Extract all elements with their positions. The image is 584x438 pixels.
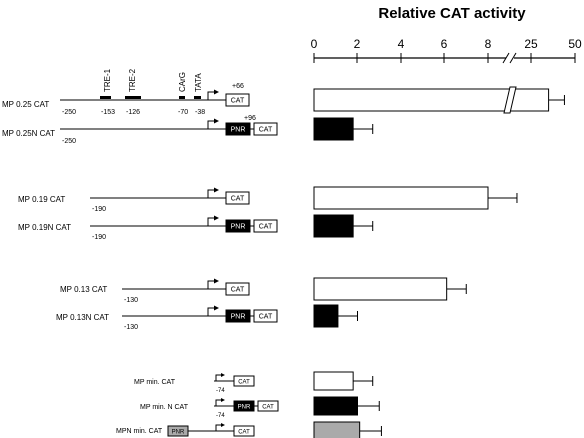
construct-mp013: MP 0.13 CAT -130 CAT: [60, 278, 250, 304]
construct-mp025n: MP 0.25N CAT -250 +96 PNR CAT: [2, 115, 278, 145]
bar-mp013: [313, 277, 448, 301]
chart-title: Relative CAT activity: [378, 5, 526, 22]
error-bar-mp025n: [353, 124, 374, 134]
cat-box-label: CAT: [238, 430, 250, 436]
construct-mp-min: MP min. CAT -74 CAT: [134, 373, 255, 394]
tss-arrow-icon: [207, 91, 215, 100]
error-bar-mp013n: [337, 311, 358, 321]
cat-box-label: CAT: [262, 405, 274, 411]
pnr-box-label: PNR: [231, 314, 246, 321]
tss-arrow-icon: [215, 399, 222, 406]
tre2-label: TRE-2: [128, 68, 137, 92]
pnr-box-label: PNR: [231, 224, 246, 231]
tss-arrow-icon: [207, 307, 215, 316]
construct-name: MP 0.13 CAT: [60, 285, 107, 294]
cat-box-label: CAT: [231, 98, 245, 105]
start-position-label: -190: [92, 234, 106, 241]
tata-label: TATA: [194, 73, 203, 92]
end-position-label: +66: [232, 83, 244, 90]
cat-box-label: CAT: [259, 314, 273, 321]
construct-name: MPN min. CAT: [116, 428, 163, 435]
construct-mp019: MP 0.19 CAT -190 CAT: [18, 187, 250, 213]
construct-name: MP 0.25 CAT: [2, 100, 49, 109]
bar-mp019: [313, 186, 489, 210]
cat-box-label: CAT: [259, 224, 273, 231]
error-bar-mp013: [446, 284, 467, 294]
construct-mp025: MP 0.25 CAT -250 TRE-1 TRE-2 CArG TATA -…: [2, 68, 250, 116]
construct-mp013n: MP 0.13N CAT -130 PNR CAT: [56, 305, 278, 331]
construct-mp-min-n: MP min. N CAT -74 PNR CAT: [140, 398, 279, 419]
construct-name: MP min. N CAT: [140, 404, 189, 411]
start-position-label: -74: [216, 388, 225, 394]
tick-label-0: 0: [311, 37, 318, 51]
tss-arrow-icon: [215, 424, 222, 431]
start-position-label: -130: [124, 297, 138, 304]
construct-mp019n: MP 0.19N CAT -190 PNR CAT: [18, 215, 278, 241]
bar-mpn-min: [313, 421, 361, 438]
tss-arrow-icon: [207, 189, 215, 198]
construct-mpn-min: MPN min. CAT PNR CAT: [116, 423, 255, 437]
cat-box-label: CAT: [231, 196, 245, 203]
tick-label-25: 25: [524, 37, 538, 51]
pos-label-153: -153: [101, 109, 115, 116]
cat-box-label: CAT: [238, 380, 250, 386]
tick-label-6: 6: [441, 37, 448, 51]
start-position-label: -250: [62, 138, 76, 145]
start-position-label: -74: [216, 413, 225, 419]
pnr-position-label: +96: [244, 115, 256, 122]
error-bar-mp-min-n: [357, 401, 380, 411]
bar-mp019n: [313, 214, 354, 238]
construct-name: MP 0.13N CAT: [56, 313, 109, 322]
bar-group: [313, 86, 565, 438]
start-position-label: -190: [92, 206, 106, 213]
error-bar-mp025: [548, 95, 565, 105]
cat-box-label: CAT: [259, 127, 273, 134]
bar-mp013n: [313, 304, 339, 328]
tick-label-4: 4: [398, 37, 405, 51]
construct-name: MP 0.19 CAT: [18, 195, 65, 204]
construct-name: MP 0.19N CAT: [18, 223, 71, 232]
start-position-label: -130: [124, 324, 138, 331]
bar-break-mark: [503, 86, 517, 114]
start-position-label: -250: [62, 109, 76, 116]
pnr-box-label: PNR: [172, 430, 185, 436]
tick-label-50: 50: [568, 37, 582, 51]
bar-mp025n: [313, 117, 354, 141]
construct-name: MP 0.25N CAT: [2, 129, 55, 138]
carg-label: CArG: [178, 72, 187, 92]
pnr-box-label: PNR: [231, 127, 246, 134]
tss-arrow-icon: [207, 280, 215, 289]
pos-label-70: -70: [178, 109, 188, 116]
error-bar-mp019: [488, 193, 518, 203]
pnr-box-label: PNR: [238, 405, 251, 411]
tre1-label: TRE-1: [103, 68, 112, 92]
tss-arrow-icon: [215, 374, 222, 381]
error-bar-mp-min: [353, 376, 374, 386]
tss-arrow-icon: [207, 217, 215, 226]
tick-label-2: 2: [354, 37, 361, 51]
cat-box-label: CAT: [231, 287, 245, 294]
activity-axis: [313, 52, 576, 64]
bar-mp-min-n: [313, 396, 358, 416]
error-bar-mp019n: [353, 221, 374, 231]
tick-label-8: 8: [485, 37, 492, 51]
pos-label-38: -38: [195, 109, 205, 116]
construct-name: MP min. CAT: [134, 379, 176, 386]
tss-arrow-icon: [207, 120, 215, 129]
bar-mp-min: [313, 371, 354, 391]
error-bar-mpn-min: [359, 426, 382, 436]
pos-label-126: -126: [126, 109, 140, 116]
